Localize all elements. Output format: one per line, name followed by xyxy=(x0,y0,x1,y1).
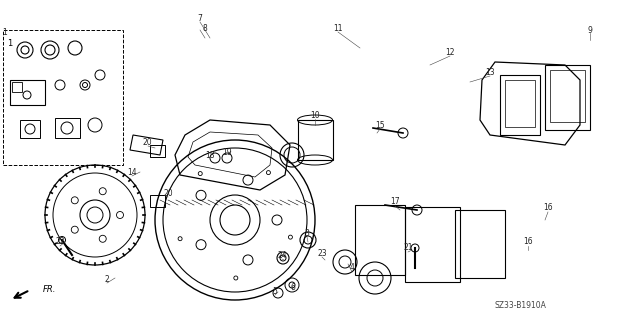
Bar xyxy=(3,30,123,165)
Text: 13: 13 xyxy=(485,68,495,76)
Text: 5: 5 xyxy=(273,287,277,297)
Bar xyxy=(12,82,22,92)
Text: 21: 21 xyxy=(403,244,413,252)
Text: 22: 22 xyxy=(55,237,65,246)
Text: 17: 17 xyxy=(390,197,400,206)
Text: 6: 6 xyxy=(290,283,295,292)
Text: 3: 3 xyxy=(304,228,309,237)
Bar xyxy=(55,118,80,138)
Text: 7: 7 xyxy=(198,13,202,22)
Text: 2: 2 xyxy=(105,276,110,284)
Bar xyxy=(298,120,333,160)
Text: 4: 4 xyxy=(350,263,355,273)
Text: 8: 8 xyxy=(203,23,207,33)
Text: 15: 15 xyxy=(375,121,385,130)
Bar xyxy=(150,195,165,207)
Text: 20: 20 xyxy=(142,138,152,147)
Text: 9: 9 xyxy=(588,26,592,35)
Bar xyxy=(10,80,45,105)
Bar xyxy=(20,120,40,138)
Bar xyxy=(150,145,165,157)
Text: 10: 10 xyxy=(310,110,320,119)
Text: 23: 23 xyxy=(317,249,327,258)
Text: 20: 20 xyxy=(163,188,173,197)
Text: 19: 19 xyxy=(222,148,232,156)
Text: 16: 16 xyxy=(523,237,533,246)
Text: 1: 1 xyxy=(3,28,8,36)
Text: 16: 16 xyxy=(543,204,553,212)
Text: 18: 18 xyxy=(205,150,215,159)
Text: 12: 12 xyxy=(445,47,455,57)
Text: 11: 11 xyxy=(333,23,343,33)
Text: FR.: FR. xyxy=(43,285,56,294)
Text: 24: 24 xyxy=(277,251,287,260)
Text: 1: 1 xyxy=(8,38,13,47)
Text: SZ33-B1910A: SZ33-B1910A xyxy=(494,300,546,309)
Text: 14: 14 xyxy=(127,167,137,177)
